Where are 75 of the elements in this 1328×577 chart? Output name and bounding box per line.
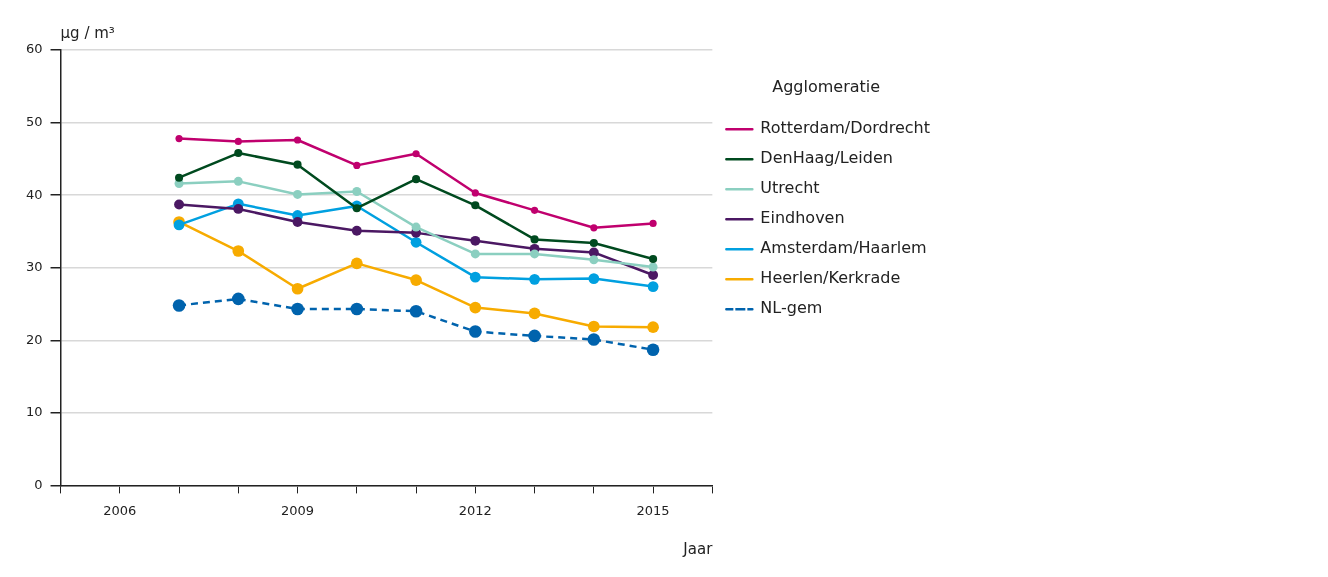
point [352, 187, 362, 197]
point [175, 134, 183, 143]
point [174, 199, 184, 210]
point [528, 307, 541, 320]
point [172, 299, 186, 312]
point [590, 224, 598, 232]
point [232, 245, 245, 257]
point [646, 343, 660, 356]
y-tick-label: 20 [26, 331, 43, 347]
y-tick-label: 40 [26, 186, 43, 202]
point [649, 254, 658, 264]
point [292, 217, 303, 227]
legend-label: Utrecht [760, 178, 820, 198]
point [647, 281, 659, 292]
point [353, 161, 361, 169]
point [649, 219, 657, 228]
point [587, 320, 600, 333]
y-tick-label: 50 [26, 113, 43, 129]
point [529, 273, 540, 285]
point [587, 333, 601, 346]
point [233, 176, 243, 186]
point [528, 329, 541, 343]
point [293, 160, 302, 169]
point [291, 302, 304, 316]
point [648, 262, 658, 272]
y-tick-label: 60 [26, 41, 43, 57]
legend-title: Agglomeratie [772, 77, 881, 97]
point [293, 136, 302, 144]
point [352, 204, 361, 213]
point [469, 301, 482, 314]
point [350, 302, 364, 316]
point [234, 148, 243, 158]
point [647, 321, 659, 334]
y-tick-label: 30 [26, 259, 43, 275]
point [291, 282, 304, 295]
point [175, 173, 184, 182]
point [470, 249, 480, 259]
point [411, 222, 421, 232]
point [351, 225, 362, 236]
point [530, 249, 540, 259]
point [233, 203, 244, 214]
x-axis-title: Jaar [682, 539, 714, 558]
point [530, 206, 539, 214]
point [469, 325, 482, 338]
point [469, 271, 481, 283]
point [588, 273, 600, 284]
x-tick-label: 2012 [458, 502, 492, 518]
legend-label: Eindhoven [760, 208, 845, 228]
point [470, 235, 481, 246]
x-tick-label: 2015 [636, 502, 670, 518]
y-tick-label: 10 [26, 404, 43, 420]
point [412, 150, 420, 158]
point [410, 274, 422, 286]
x-tick-label: 2006 [103, 502, 137, 518]
point [471, 201, 480, 210]
legend-label: DenHaag/Leiden [760, 148, 893, 168]
point [232, 292, 245, 306]
y-tick-label: 0 [34, 476, 43, 492]
point [293, 189, 303, 199]
point [589, 255, 599, 265]
point [234, 137, 242, 146]
legend-label: NL-gem [760, 298, 823, 318]
point [471, 189, 479, 197]
legend-label: Rotterdam/Dordrecht [760, 118, 930, 138]
y-axis-title: µg / m³ [60, 24, 115, 43]
point [350, 257, 363, 270]
legend-label: Amsterdam/Haarlem [760, 238, 927, 258]
x-tick-label: 2009 [281, 502, 315, 518]
point [648, 270, 659, 280]
point [409, 304, 423, 318]
point [410, 236, 422, 248]
point [589, 238, 598, 248]
point [412, 175, 421, 184]
point [530, 235, 539, 244]
legend-label: Heerlen/Kerkrade [760, 268, 901, 288]
